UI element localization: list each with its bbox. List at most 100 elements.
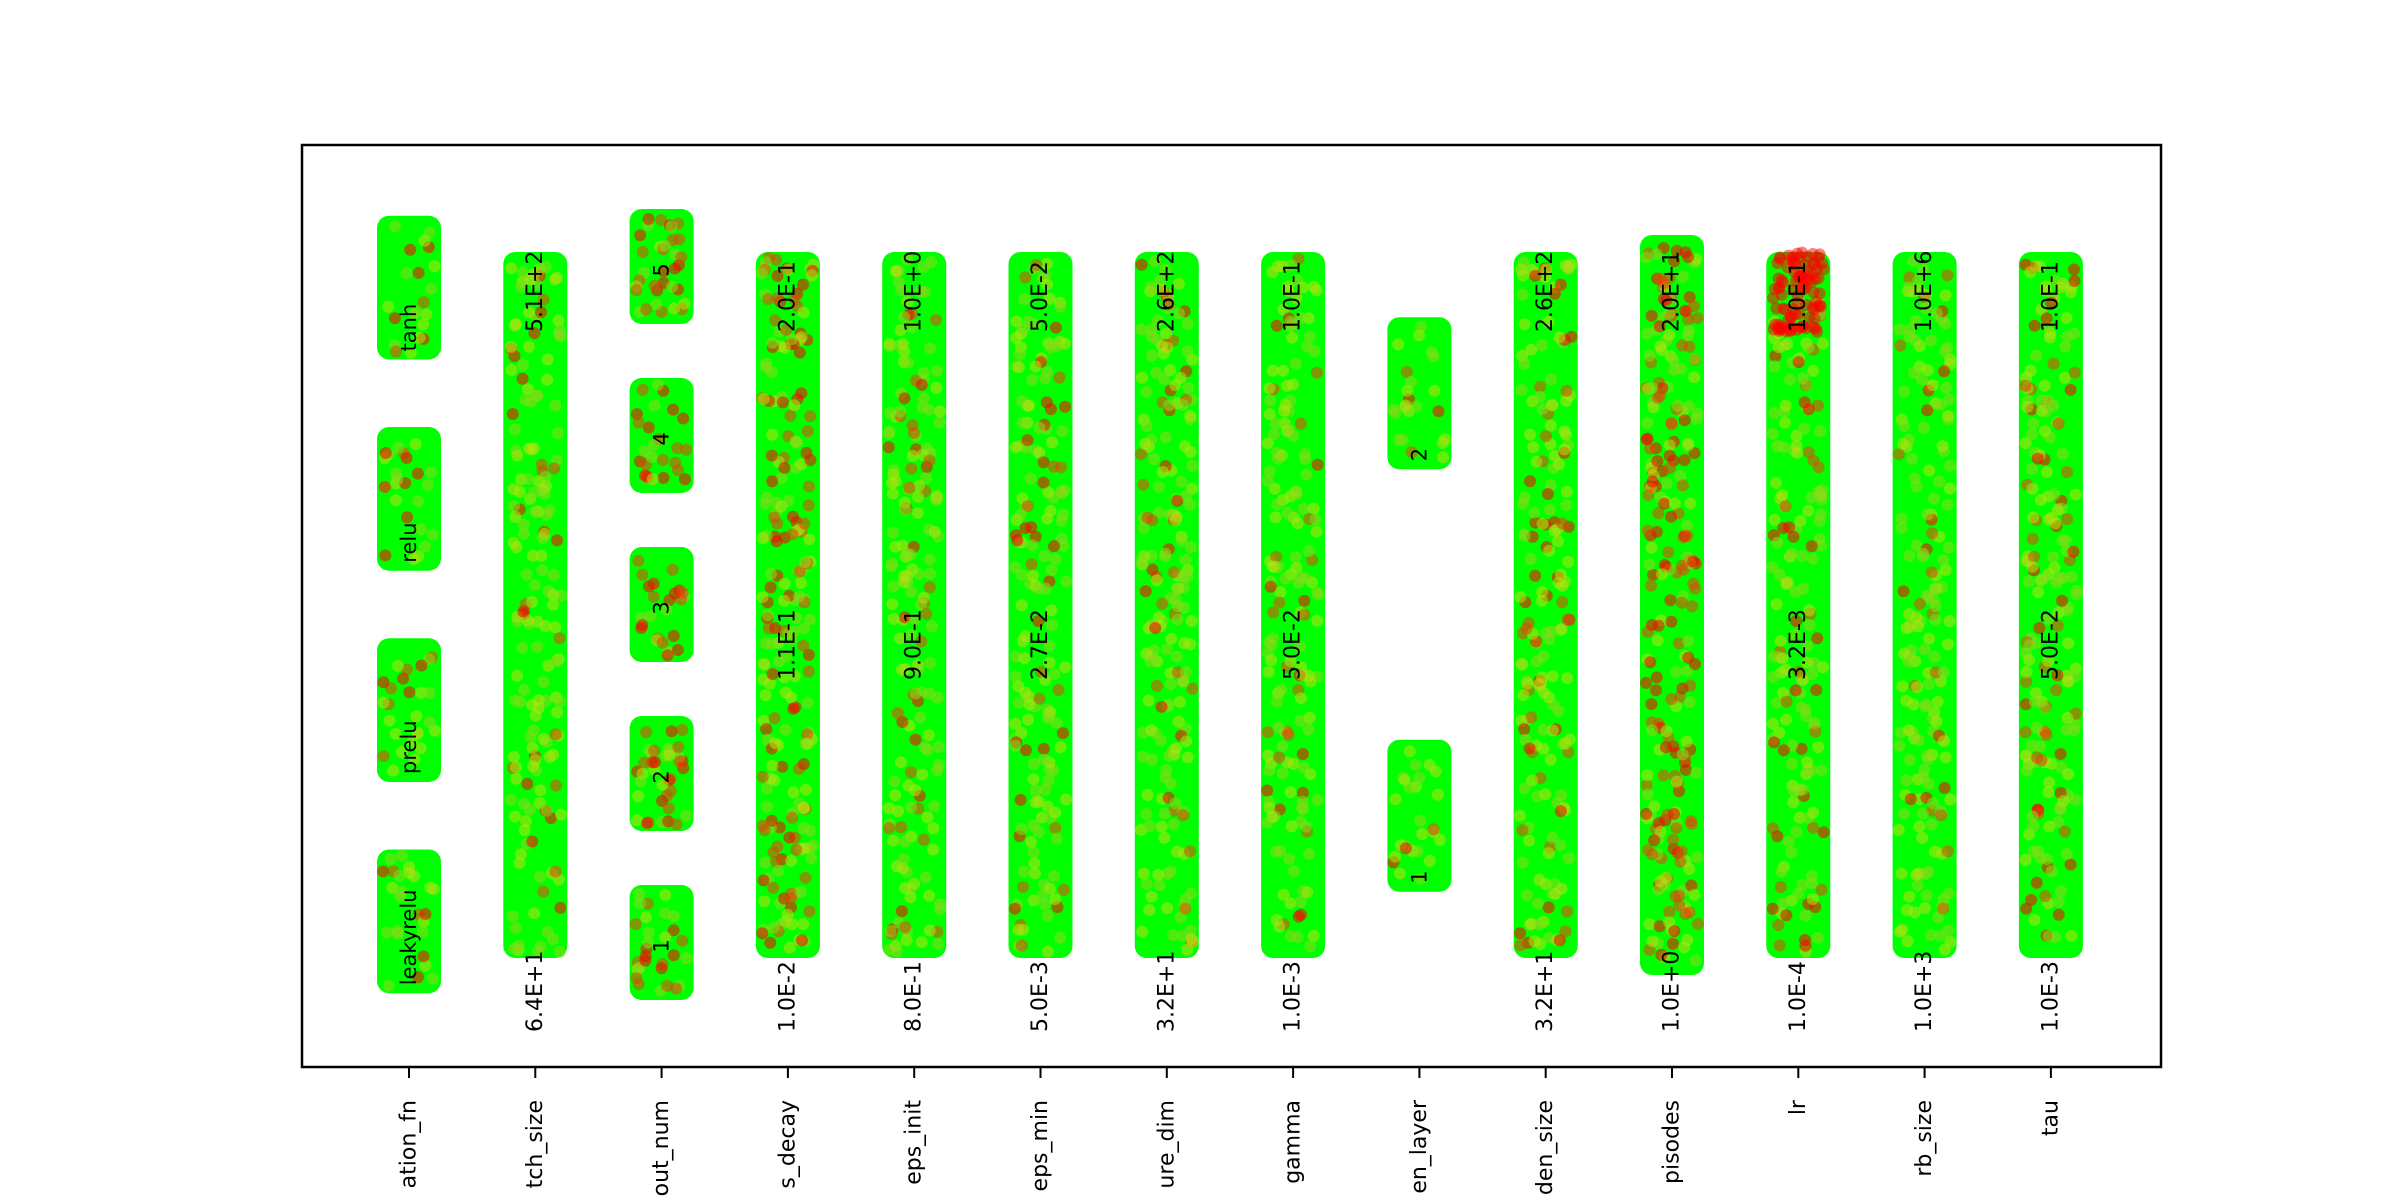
scatter-point [522, 340, 535, 353]
scatter-point [1030, 258, 1043, 271]
scatter-point [1309, 513, 1322, 526]
scatter-point [1012, 923, 1025, 936]
scatter-point [1296, 748, 1309, 760]
scatter-point [2020, 749, 2032, 762]
scatter-point [410, 710, 423, 723]
scatter-point [1937, 893, 1950, 906]
scatter-point [1536, 403, 1549, 415]
scatter-point [787, 625, 800, 638]
scatter-point [2060, 312, 2073, 325]
scatter-point [651, 378, 664, 391]
scatter-point [643, 580, 655, 593]
scatter-point [1398, 773, 1411, 786]
scatter-point [764, 936, 777, 949]
scatter-point [630, 284, 643, 297]
scatter-point [1927, 797, 1939, 810]
scatter-point [1676, 479, 1689, 492]
scatter-point [1155, 700, 1168, 713]
scatter-point [2068, 724, 2081, 737]
scatter-point [1546, 399, 1559, 412]
scatter-point [1645, 579, 1657, 592]
scatter-point [2032, 586, 2045, 599]
scatter-point [656, 778, 669, 791]
scatter-point [555, 808, 568, 821]
scatter-point [1261, 816, 1274, 829]
scatter-point [1033, 446, 1046, 459]
scatter-point [1674, 855, 1687, 868]
scatter-point [1912, 274, 1925, 287]
scatter-point [1173, 695, 1186, 708]
scatter-point [1171, 613, 1184, 626]
value-label-eps-decay: 2.0E-1 [775, 261, 800, 332]
scatter-point [2037, 572, 2050, 585]
scatter-point [2035, 404, 2048, 417]
scatter-point [908, 877, 921, 890]
scatter-point [1680, 735, 1693, 748]
scatter-point [1926, 527, 1939, 540]
scatter-point [1283, 853, 1296, 865]
scatter-point [1933, 475, 1946, 488]
scatter-point [1282, 728, 1295, 741]
scatter-point [1272, 452, 1284, 465]
scatter-point [923, 454, 936, 467]
scatter-point [1269, 417, 1282, 430]
scatter-point [1780, 695, 1793, 708]
scatter-point [1306, 554, 1319, 567]
scatter-point [1663, 439, 1676, 452]
scatter-point [1673, 637, 1685, 650]
scatter-point [667, 629, 680, 642]
scatter-point [526, 595, 538, 608]
scatter-point [1916, 807, 1929, 820]
scatter-point [1676, 339, 1689, 352]
scatter-point [1032, 795, 1045, 808]
scatter-point [1807, 552, 1819, 565]
scatter-point [1041, 945, 1054, 958]
scatter-point [1146, 514, 1159, 527]
scatter-point [1675, 845, 1688, 858]
scatter-point [760, 723, 773, 736]
scatter-point [1686, 600, 1699, 613]
scatter-point [1518, 357, 1531, 370]
scatter-point [914, 285, 927, 298]
scatter-point [2055, 885, 2068, 897]
scatter-point [1423, 854, 1436, 867]
scatter-point [1782, 835, 1795, 848]
scatter-point [1794, 514, 1807, 527]
scatter-point [1027, 894, 1040, 907]
scatter-point [925, 255, 938, 268]
scatter-point [1177, 675, 1190, 688]
scatter-point [1930, 715, 1943, 728]
scatter-point [1779, 399, 1792, 412]
scatter-point [1013, 696, 1026, 709]
scatter-point [1514, 591, 1527, 603]
scatter-point [927, 822, 940, 835]
scatter-point [1300, 820, 1313, 833]
scatter-point [1809, 725, 1822, 738]
scatter-point [673, 755, 686, 768]
scatter-point [897, 853, 910, 866]
scatter-point [513, 485, 526, 498]
scatter-point [1542, 901, 1555, 914]
scatter-point [1287, 378, 1300, 391]
scatter-point [787, 702, 800, 715]
scatter-point [770, 253, 783, 266]
scatter-point [803, 533, 816, 546]
scatter-point [1772, 919, 1785, 931]
scatter-point [1135, 323, 1148, 336]
scatter-point [1799, 909, 1812, 922]
scatter-point [2045, 865, 2058, 878]
scatter-point [920, 607, 933, 620]
scatter-point [1268, 482, 1281, 495]
scatter-point [2024, 364, 2037, 377]
value-label-gamma: 1.0E-3 [1281, 961, 1306, 1032]
scatter-point [636, 246, 649, 258]
scatter-point [1802, 504, 1815, 517]
scatter-point [1043, 640, 1056, 653]
scatter-point [415, 659, 428, 672]
scatter-point [1917, 263, 1930, 276]
scatter-point [1410, 400, 1423, 413]
scatter-point [1145, 724, 1158, 737]
scatter-point [1663, 449, 1676, 462]
scatter-point [1903, 281, 1916, 294]
scatter-point [2027, 820, 2040, 833]
